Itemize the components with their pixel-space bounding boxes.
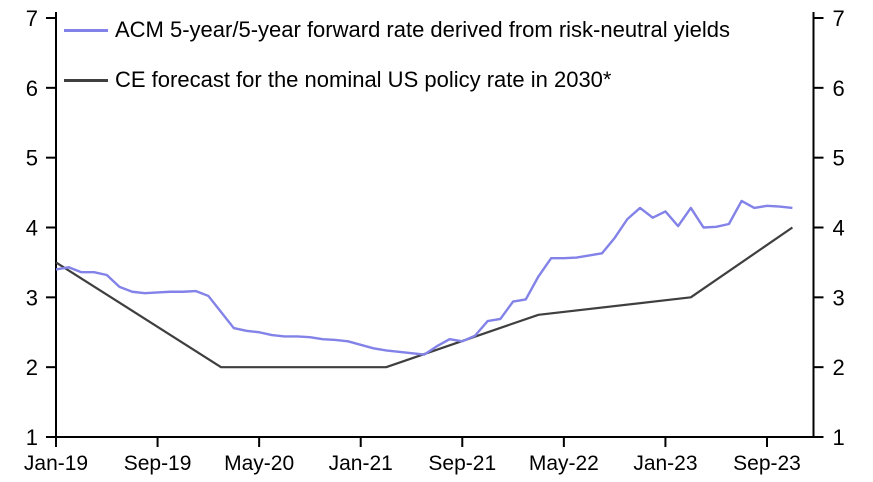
y-tick-label-right: 6 bbox=[833, 76, 845, 101]
legend-item-ce: CE forecast for the nominal US policy ra… bbox=[64, 67, 730, 93]
y-tick-label-right: 3 bbox=[833, 285, 845, 310]
y-tick-label-right: 2 bbox=[833, 355, 845, 380]
x-tick-label: May-20 bbox=[224, 452, 294, 475]
x-tick-label: Jan-21 bbox=[329, 452, 393, 475]
ce-forecast-line bbox=[55, 226, 794, 369]
acm-forward-rate-line bbox=[55, 199, 793, 356]
y-tick-label-left: 3 bbox=[26, 285, 38, 310]
ce-legend-label: CE forecast for the nominal US policy ra… bbox=[115, 67, 612, 92]
y-tick-label-right: 7 bbox=[833, 6, 845, 31]
y-tick-label-left: 4 bbox=[26, 216, 38, 241]
y-tick-label-left: 1 bbox=[26, 425, 38, 450]
chart-legend: ACM 5-year/5-year forward rate derived f… bbox=[64, 17, 730, 117]
y-tick-label-right: 4 bbox=[833, 216, 845, 241]
y-tick-label-left: 5 bbox=[26, 146, 38, 171]
x-tick-label: Sep-21 bbox=[428, 452, 496, 475]
acm-line-swatch bbox=[64, 28, 108, 32]
x-tick-label: Jan-23 bbox=[633, 452, 697, 475]
y-tick-label-left: 6 bbox=[26, 76, 38, 101]
y-tick-label-left: 2 bbox=[26, 355, 38, 380]
legend-item-acm: ACM 5-year/5-year forward rate derived f… bbox=[64, 17, 730, 43]
y-tick-label-right: 5 bbox=[833, 146, 845, 171]
x-tick-label: Sep-23 bbox=[733, 452, 801, 475]
acm-legend-label: ACM 5-year/5-year forward rate derived f… bbox=[115, 17, 730, 42]
y-tick-label-right: 1 bbox=[833, 425, 845, 450]
x-tick-label: May-22 bbox=[529, 452, 599, 475]
x-tick-label: Jan-19 bbox=[24, 452, 88, 475]
ce-line-swatch bbox=[64, 78, 108, 82]
y-tick-label-left: 7 bbox=[26, 6, 38, 31]
x-tick-label: Sep-19 bbox=[124, 452, 192, 475]
